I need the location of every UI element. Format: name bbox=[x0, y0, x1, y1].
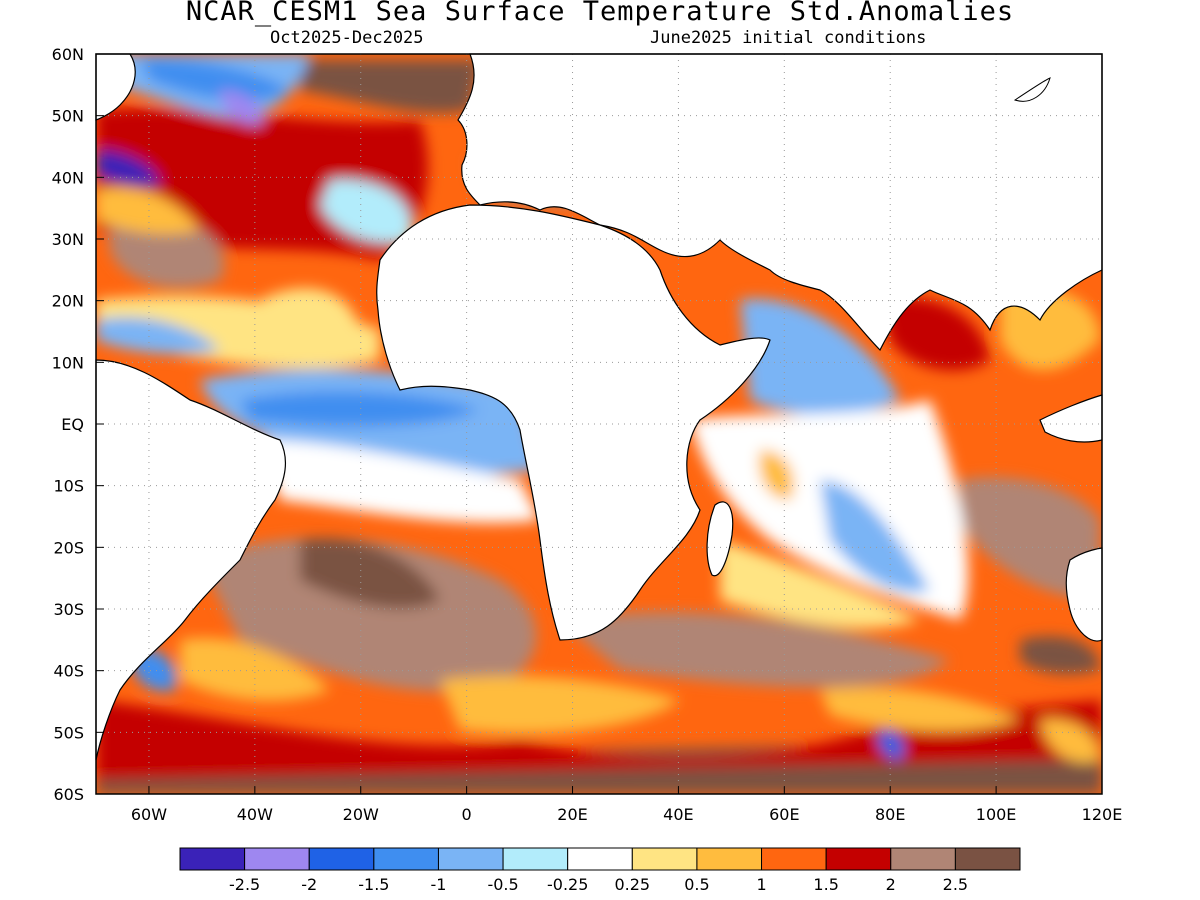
colorbar-swatch bbox=[437, 847, 504, 871]
lon-tick-label: 20E bbox=[557, 805, 587, 824]
colorbar-swatch bbox=[244, 847, 310, 871]
lon-tick-label: 20W bbox=[343, 805, 379, 824]
madagascar-landmass bbox=[706, 501, 734, 577]
colorbar-label: 1.5 bbox=[813, 875, 838, 894]
colorbar-label: -2 bbox=[301, 875, 317, 894]
lat-tick-label: 60N bbox=[52, 45, 84, 64]
colorbar: -2.5 -2 -1.5 -1 -0.5 -0.25 0.25 0.5 1 1.5 2 2.5 bbox=[179, 847, 1021, 894]
colorbar-swatch bbox=[954, 847, 1021, 871]
colorbar-swatch bbox=[761, 847, 827, 871]
lat-tick-label: 30N bbox=[52, 230, 84, 249]
colorbar-swatch bbox=[179, 847, 246, 871]
forecast-period: Oct2025-Dec2025 bbox=[270, 28, 424, 48]
colorbar-swatch bbox=[308, 847, 375, 871]
lon-tick-label: 120E bbox=[1082, 805, 1123, 824]
anomaly-patches bbox=[96, 54, 1102, 794]
colorbar-swatch bbox=[825, 847, 892, 871]
lat-tick-label: 20S bbox=[53, 538, 84, 557]
initial-conditions: June2025 initial conditions bbox=[650, 28, 927, 48]
colorbar-label: -1 bbox=[430, 875, 446, 894]
colorbar-swatch bbox=[890, 847, 956, 871]
colorbar-label: -0.25 bbox=[547, 875, 588, 894]
colorbar-label: -1.5 bbox=[358, 875, 389, 894]
lat-tick-label: 10N bbox=[52, 353, 84, 372]
latitude-axis: 60N 50N 40N 30N 20N 10N EQ 10S 20S 30S 40S 50S 60S bbox=[52, 45, 104, 804]
colorbar-swatch bbox=[696, 847, 763, 871]
eurasia-landmass bbox=[457, 53, 1103, 352]
africa-landmass bbox=[376, 204, 771, 641]
lat-tick-label: 40N bbox=[52, 168, 84, 187]
lon-tick-label: 0 bbox=[462, 805, 472, 824]
lat-tick-label: EQ bbox=[61, 415, 84, 434]
lat-tick-label: 60S bbox=[53, 785, 84, 804]
australia-landmass bbox=[1065, 547, 1103, 642]
longitude-axis: 60W 40W 20W 0 20E 40E 60E 80E 100E 120E bbox=[131, 786, 1122, 824]
colorbar-label: 0.25 bbox=[614, 875, 650, 894]
colorbar-label: 1 bbox=[756, 875, 766, 894]
lat-tick-label: 10S bbox=[53, 477, 84, 496]
lat-tick-label: 50N bbox=[52, 107, 84, 126]
colorbar-label: 0.5 bbox=[684, 875, 709, 894]
colorbar-swatch bbox=[631, 847, 698, 871]
lat-tick-label: 50S bbox=[53, 723, 84, 742]
lon-tick-label: 100E bbox=[976, 805, 1017, 824]
lat-tick-label: 30S bbox=[53, 600, 84, 619]
map-title: NCAR_CESM1 Sea Surface Temperature Std.A… bbox=[185, 0, 1015, 27]
south-america-landmass bbox=[95, 359, 286, 761]
lon-tick-label: 60W bbox=[131, 805, 167, 824]
colorbar-label: -0.5 bbox=[487, 875, 518, 894]
colorbar-label: 2.5 bbox=[943, 875, 968, 894]
colorbar-label: -2.5 bbox=[229, 875, 260, 894]
land-masses bbox=[95, 53, 1103, 761]
colorbar-label: 2 bbox=[886, 875, 896, 894]
north-america-landmass bbox=[95, 53, 136, 121]
colorbar-swatch bbox=[373, 847, 439, 871]
lat-tick-label: 40S bbox=[53, 662, 84, 681]
colorbar-swatch bbox=[567, 847, 633, 871]
lon-tick-label: 40E bbox=[663, 805, 693, 824]
lon-tick-label: 80E bbox=[875, 805, 905, 824]
lon-tick-label: 60E bbox=[769, 805, 799, 824]
lat-tick-label: 20N bbox=[52, 292, 84, 311]
colorbar-swatch bbox=[502, 847, 569, 871]
lon-tick-label: 40W bbox=[237, 805, 273, 824]
arabian-sea-island bbox=[1013, 77, 1051, 102]
